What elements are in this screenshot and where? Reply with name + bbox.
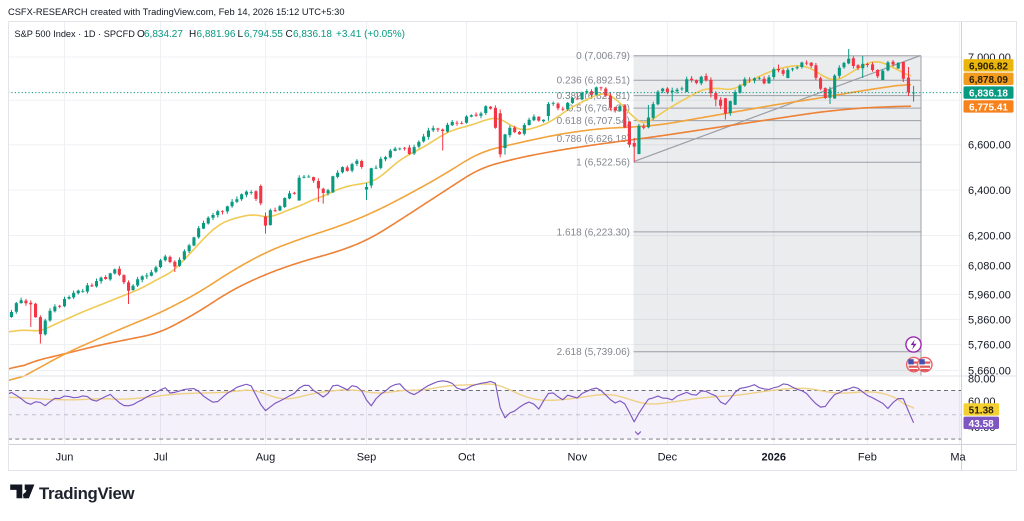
svg-text:1.618 (6,223.30): 1.618 (6,223.30) — [557, 227, 630, 238]
svg-text:6,080.00: 6,080.00 — [968, 260, 1011, 272]
svg-text:51.38: 51.38 — [969, 405, 994, 416]
svg-text:6,775.41: 6,775.41 — [969, 102, 1008, 113]
svg-text:2026: 2026 — [762, 452, 786, 464]
svg-text:Sep: Sep — [357, 452, 377, 464]
svg-text:5,760.00: 5,760.00 — [968, 339, 1011, 351]
svg-text:0.236 (6,892.51): 0.236 (6,892.51) — [557, 76, 630, 87]
svg-text:43.58: 43.58 — [969, 419, 994, 430]
svg-text:Oct: Oct — [458, 452, 475, 464]
svg-text:Dec: Dec — [658, 452, 678, 464]
svg-text:6,400.00: 6,400.00 — [968, 185, 1011, 197]
svg-text:0 (7,006.79): 0 (7,006.79) — [576, 51, 630, 62]
svg-text:CSFX-RESEARCH created with Tra: CSFX-RESEARCH created with TradingView.c… — [8, 7, 345, 17]
svg-text:0.618 (6,707.54): 0.618 (6,707.54) — [557, 116, 630, 127]
svg-text:Jul: Jul — [153, 452, 167, 464]
svg-text:6,836.18: 6,836.18 — [969, 89, 1008, 100]
svg-text:6,600.00: 6,600.00 — [968, 140, 1011, 152]
svg-text:Ma: Ma — [950, 452, 966, 464]
svg-text:Jun: Jun — [56, 452, 74, 464]
svg-text:TradingView: TradingView — [39, 484, 135, 503]
svg-text:1 (6,522.56): 1 (6,522.56) — [576, 158, 630, 169]
svg-text:Aug: Aug — [256, 452, 276, 464]
svg-text:5,960.00: 5,960.00 — [968, 289, 1011, 301]
svg-text:0.786 (6,626.18): 0.786 (6,626.18) — [557, 134, 630, 145]
svg-text:6,906.82: 6,906.82 — [969, 61, 1008, 72]
svg-text:Nov: Nov — [568, 452, 588, 464]
svg-text:5,660.00: 5,660.00 — [968, 365, 1011, 377]
svg-text:5,860.00: 5,860.00 — [968, 314, 1011, 326]
svg-text:6,878.09: 6,878.09 — [969, 75, 1008, 86]
svg-text:6,200.00: 6,200.00 — [968, 230, 1011, 242]
svg-text:80.00: 80.00 — [968, 373, 996, 385]
svg-text:0.5 (6,764.67): 0.5 (6,764.67) — [568, 104, 630, 115]
svg-text:2.618 (5,739.06): 2.618 (5,739.06) — [557, 347, 630, 358]
svg-text:Feb: Feb — [858, 452, 877, 464]
